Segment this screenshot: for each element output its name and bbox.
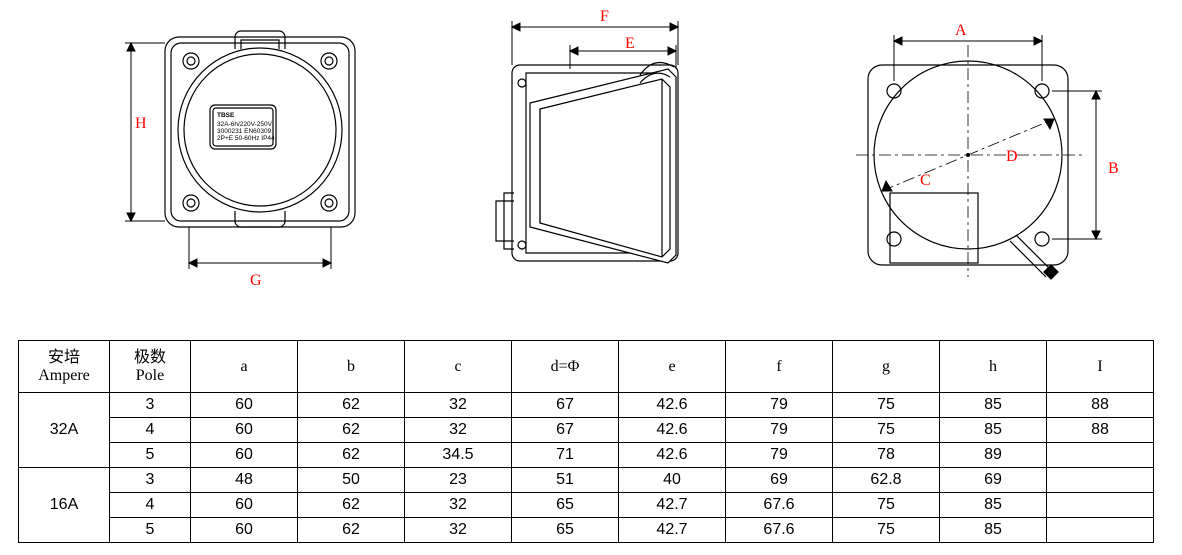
cell: 62 xyxy=(298,493,405,518)
cell: 42.7 xyxy=(619,493,726,518)
cell: 89 xyxy=(940,443,1047,468)
side-view-svg xyxy=(470,5,770,325)
cell: 79 xyxy=(726,393,833,418)
cell: 67 xyxy=(512,418,619,443)
table-row: 4 60 62 32 65 42.7 67.6 75 85 xyxy=(19,493,1154,518)
cell xyxy=(1047,493,1154,518)
cell: 69 xyxy=(940,468,1047,493)
th-g: g xyxy=(833,341,940,393)
cell: 75 xyxy=(833,493,940,518)
cell: 88 xyxy=(1047,393,1154,418)
dim-label-H: H xyxy=(135,115,147,133)
table-body: 32A 3 60 62 32 67 42.6 79 75 85 88 4 60 … xyxy=(19,393,1154,543)
cell-pole: 5 xyxy=(110,518,191,543)
cell: 65 xyxy=(512,493,619,518)
cell-ampere: 32A xyxy=(19,393,110,468)
table-row: 5 60 62 32 65 42.7 67.6 75 85 xyxy=(19,518,1154,543)
th-a: a xyxy=(191,341,298,393)
cell: 32 xyxy=(405,393,512,418)
dimension-table: 安培 Ampere 极数 Pole a b c d=Φ e f g h I xyxy=(18,340,1154,543)
label-line3: 2P+E 50-60Hz IP44 xyxy=(217,135,275,142)
cell-pole: 4 xyxy=(110,418,191,443)
cell: 51 xyxy=(512,468,619,493)
cell: 79 xyxy=(726,418,833,443)
cell-pole: 4 xyxy=(110,493,191,518)
cell: 67.6 xyxy=(726,518,833,543)
cell xyxy=(1047,468,1154,493)
cell: 62 xyxy=(298,518,405,543)
cell: 42.7 xyxy=(619,518,726,543)
cell: 78 xyxy=(833,443,940,468)
table-header-row: 安培 Ampere 极数 Pole a b c d=Φ e f g h I xyxy=(19,341,1154,393)
cell: 42.6 xyxy=(619,418,726,443)
table-row: 4 60 62 32 67 42.6 79 75 85 88 xyxy=(19,418,1154,443)
cell: 23 xyxy=(405,468,512,493)
cell: 67 xyxy=(512,393,619,418)
th-d: d=Φ xyxy=(512,341,619,393)
th-f: f xyxy=(726,341,833,393)
cell: 32 xyxy=(405,518,512,543)
label-line2: 3000231 EN60309 xyxy=(217,128,272,135)
cell: 85 xyxy=(940,493,1047,518)
cell: 60 xyxy=(191,493,298,518)
cell-ampere: 16A xyxy=(19,468,110,543)
cell: 75 xyxy=(833,518,940,543)
rear-view-svg xyxy=(820,5,1150,325)
cell: 60 xyxy=(191,518,298,543)
cell: 79 xyxy=(726,443,833,468)
cell: 40 xyxy=(619,468,726,493)
cell: 85 xyxy=(940,418,1047,443)
cell: 62 xyxy=(298,393,405,418)
cell-pole: 3 xyxy=(110,468,191,493)
label-brand: TBSE xyxy=(217,112,235,119)
th-ampere: 安培 Ampere xyxy=(19,341,110,393)
cell: 62 xyxy=(298,418,405,443)
cell: 32 xyxy=(405,418,512,443)
cell: 75 xyxy=(833,418,940,443)
cell: 32 xyxy=(405,493,512,518)
cell: 50 xyxy=(298,468,405,493)
dim-label-B: B xyxy=(1108,160,1119,178)
cell-pole: 5 xyxy=(110,443,191,468)
table-row: 5 60 62 34.5 71 42.6 79 78 89 xyxy=(19,443,1154,468)
diagram-area: TBSE 32A-6h/220V-250V 3000231 EN60309 2P… xyxy=(0,0,1182,330)
cell: 65 xyxy=(512,518,619,543)
cell: 62 xyxy=(298,443,405,468)
table-row: 32A 3 60 62 32 67 42.6 79 75 85 88 xyxy=(19,393,1154,418)
dim-label-F: F xyxy=(600,8,609,26)
cell: 67.6 xyxy=(726,493,833,518)
label-line1: 32A-6h/220V-250V xyxy=(217,121,273,128)
cell: 62.8 xyxy=(833,468,940,493)
cell: 75 xyxy=(833,393,940,418)
cell: 34.5 xyxy=(405,443,512,468)
cell-pole: 3 xyxy=(110,393,191,418)
cell: 85 xyxy=(940,518,1047,543)
th-c: c xyxy=(405,341,512,393)
page-root: TBSE 32A-6h/220V-250V 3000231 EN60309 2P… xyxy=(0,0,1182,555)
dim-label-C: C xyxy=(920,172,931,190)
th-I: I xyxy=(1047,341,1154,393)
th-pole: 极数 Pole xyxy=(110,341,191,393)
dim-label-E: E xyxy=(625,35,635,53)
cell: 60 xyxy=(191,393,298,418)
dim-label-D: D xyxy=(1006,148,1018,166)
table-row: 16A 3 48 50 23 51 40 69 62.8 69 xyxy=(19,468,1154,493)
cell: 69 xyxy=(726,468,833,493)
dim-label-G: G xyxy=(250,272,262,290)
cell: 60 xyxy=(191,418,298,443)
cell: 88 xyxy=(1047,418,1154,443)
cell xyxy=(1047,443,1154,468)
th-e: e xyxy=(619,341,726,393)
th-b: b xyxy=(298,341,405,393)
cell: 71 xyxy=(512,443,619,468)
cell xyxy=(1047,518,1154,543)
cell: 85 xyxy=(940,393,1047,418)
cell: 48 xyxy=(191,468,298,493)
cell: 42.6 xyxy=(619,393,726,418)
cell: 42.6 xyxy=(619,443,726,468)
front-view-svg: TBSE 32A-6h/220V-250V 3000231 EN60309 2P… xyxy=(95,5,435,325)
dim-label-A: A xyxy=(955,22,967,40)
cell: 60 xyxy=(191,443,298,468)
th-h: h xyxy=(940,341,1047,393)
